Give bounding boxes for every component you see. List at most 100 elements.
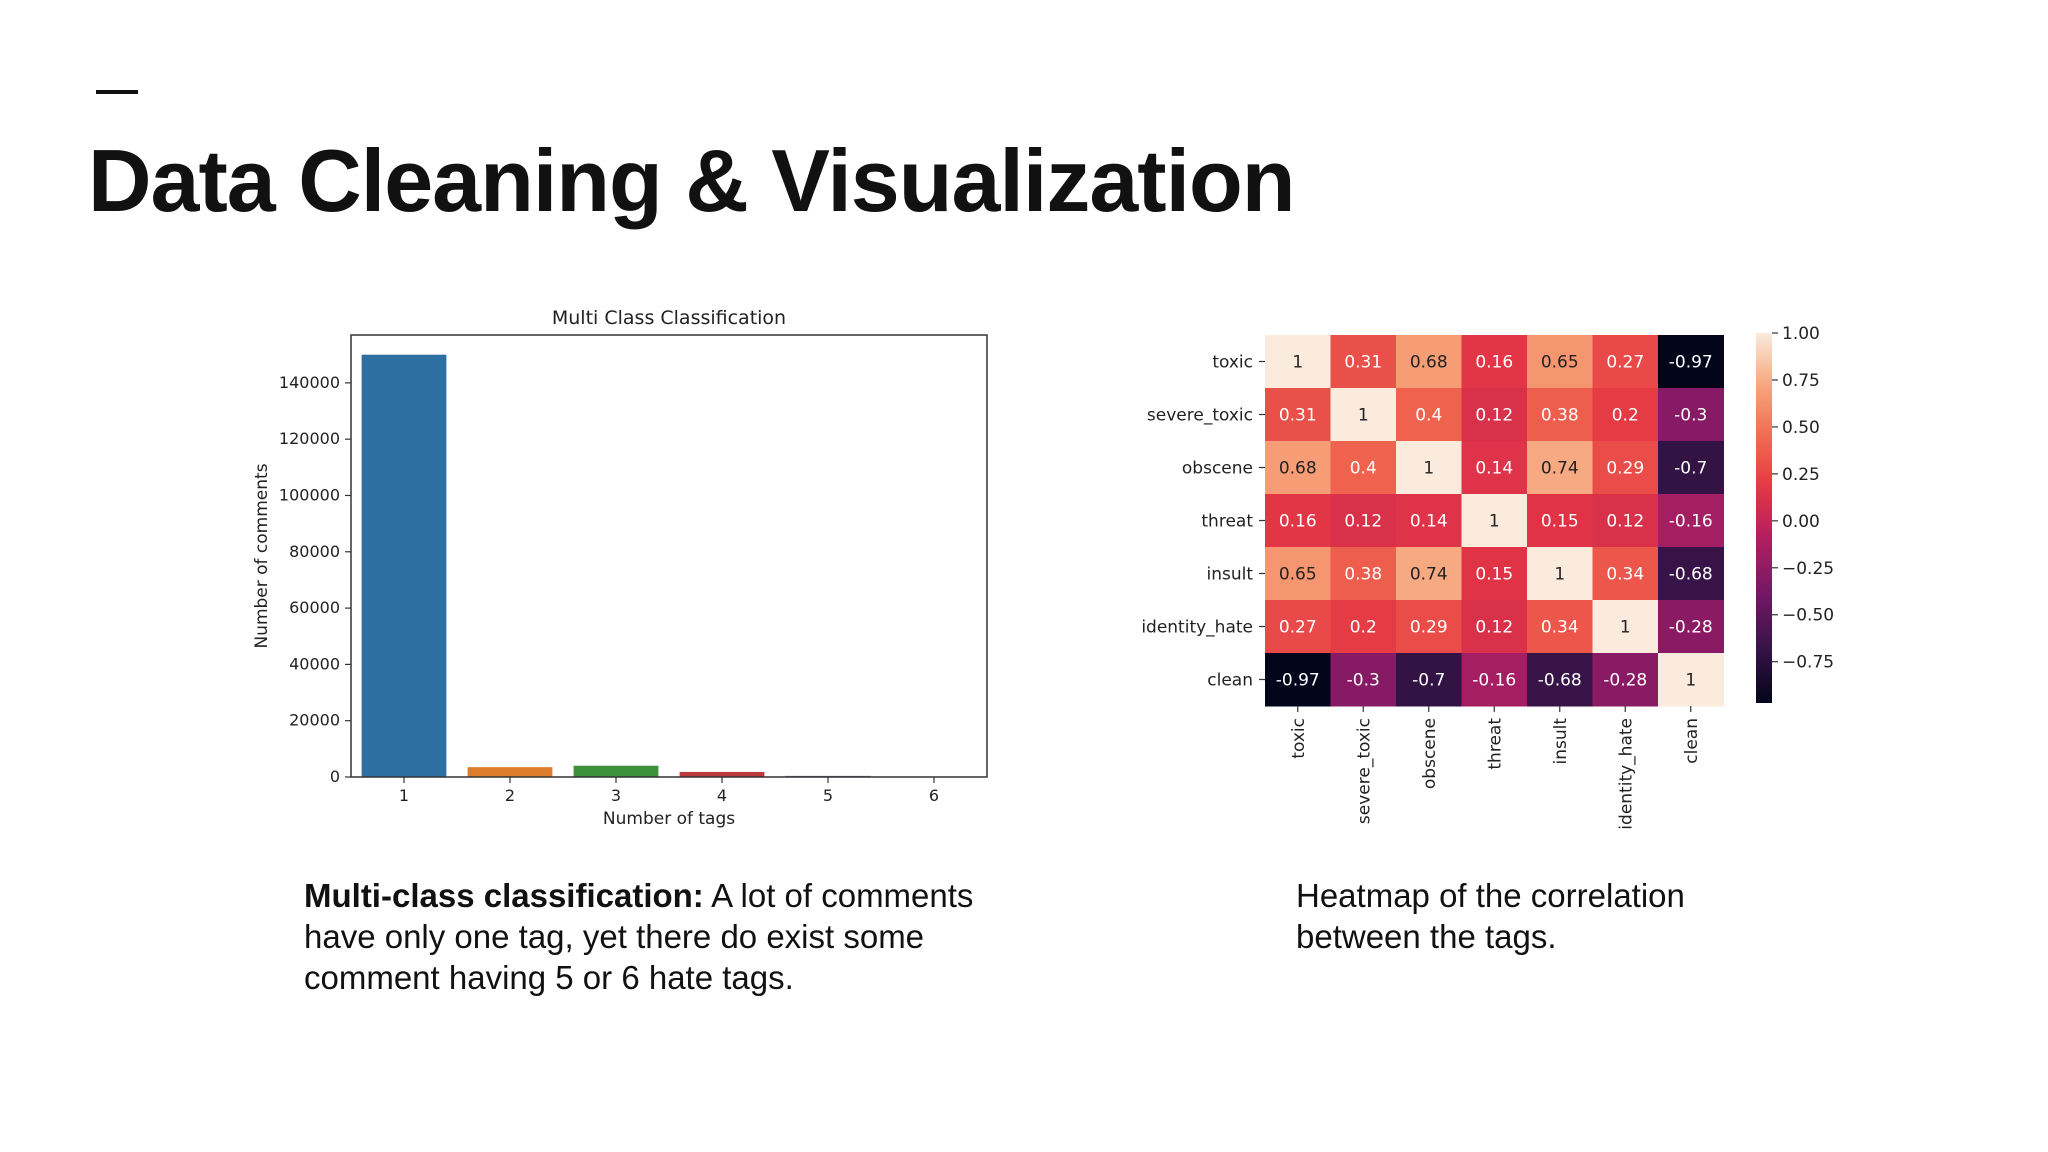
heatmap-cell [1265, 494, 1331, 548]
heatmap-cell [1592, 494, 1659, 548]
bar-3 [573, 765, 659, 777]
cell-value: 0.34 [1541, 618, 1579, 638]
cell-value: 0.31 [1344, 353, 1382, 373]
colorbar-tick-label: 1.00 [1782, 324, 1820, 344]
cell-value: 0.74 [1541, 459, 1579, 479]
heatmap-cell [1592, 441, 1659, 495]
cell-value: 0.27 [1279, 618, 1317, 638]
heatmap-cell [1396, 494, 1462, 548]
heatmap-cell [1461, 600, 1528, 654]
heatmap-cell [1658, 494, 1724, 548]
heatmap-cell [1265, 653, 1331, 707]
colorbar-tick-label: 0.75 [1782, 371, 1820, 391]
cell-value: 0.2 [1350, 618, 1377, 638]
colorbar-tick-label: 0.00 [1782, 512, 1820, 532]
caption-bold-lead: Multi-class classification: [304, 877, 704, 914]
cell-value: 1 [1489, 512, 1500, 532]
cell-value: 0.29 [1606, 459, 1644, 479]
heatmap-cell [1527, 388, 1593, 442]
col-label: insult [1551, 718, 1571, 765]
cell-value: 0.14 [1475, 459, 1513, 479]
heatmap-cell [1527, 335, 1593, 389]
heatmap-cell [1265, 600, 1331, 654]
y-tick-label: 40000 [289, 654, 340, 673]
bar-1 [361, 354, 447, 777]
heatmap-cell [1592, 335, 1659, 389]
cell-value: 0.68 [1410, 353, 1448, 373]
cell-value: 0.14 [1410, 512, 1448, 532]
heatmap-cell [1658, 441, 1724, 495]
cell-value: -0.7 [1412, 671, 1445, 691]
heatmap-cell [1658, 335, 1724, 389]
heatmap-cell [1592, 653, 1659, 707]
cell-value: 1 [1292, 353, 1303, 373]
y-tick-label: 140000 [279, 373, 340, 392]
heatmap-cell [1592, 388, 1659, 442]
heatmap-cell [1396, 441, 1462, 495]
row-label: clean [1207, 671, 1253, 691]
bar-4 [679, 771, 765, 777]
cell-value: 0.12 [1475, 618, 1513, 638]
colorbar-tick-label: −0.75 [1782, 653, 1834, 673]
y-tick-label: 60000 [289, 598, 340, 617]
y-tick-label: 20000 [289, 711, 340, 730]
heatmap-cell [1658, 388, 1724, 442]
cell-value: 0.12 [1606, 512, 1644, 532]
cell-value: 0.29 [1410, 618, 1448, 638]
heatmap-cell [1461, 441, 1528, 495]
cell-value: -0.3 [1674, 406, 1707, 426]
cell-value: -0.68 [1538, 671, 1582, 691]
heatmap-cell [1658, 547, 1724, 601]
caption-text: A lot of comments have only one tag, yet… [304, 877, 974, 996]
colorbar-tick-label: 0.50 [1782, 418, 1820, 438]
heatmap-cell [1461, 388, 1528, 442]
cell-value: 0.34 [1606, 565, 1644, 585]
col-label: clean [1682, 718, 1702, 764]
cell-value: 0.12 [1344, 512, 1382, 532]
y-tick-label: 100000 [279, 485, 340, 504]
bar-2 [467, 767, 553, 777]
heatmap-cell [1330, 494, 1397, 548]
correlation-heatmap: 1 0.31 0.68 0.16 0.65 0.27 -0.97 0.31 1 0.4 0.12 0.… [1141, 324, 1834, 830]
cell-value: 0.15 [1475, 565, 1513, 585]
heatmap-cell [1396, 653, 1462, 707]
col-label: obscene [1420, 718, 1440, 789]
heatmap-cell [1461, 494, 1528, 548]
heatmap-cell [1461, 547, 1528, 601]
row-label: insult [1206, 565, 1253, 585]
col-label: identity_hate [1616, 718, 1636, 830]
cell-value: -0.68 [1669, 565, 1713, 585]
heatmap-cell [1527, 547, 1593, 601]
cell-value: 0.16 [1475, 353, 1513, 373]
x-tick-label: 5 [823, 786, 833, 805]
row-label: toxic [1212, 353, 1253, 373]
heatmap-cell [1330, 335, 1397, 389]
cell-value: 1 [1554, 565, 1565, 585]
col-label: threat [1485, 718, 1505, 770]
cell-value: 0.38 [1344, 565, 1382, 585]
cell-value: -0.97 [1276, 671, 1320, 691]
cell-value: 0.16 [1279, 512, 1317, 532]
colorbar [1756, 333, 1772, 703]
cell-value: -0.16 [1472, 671, 1516, 691]
cell-value: 1 [1620, 618, 1631, 638]
heatmap-cell [1330, 388, 1397, 442]
cell-value: 0.65 [1279, 565, 1317, 585]
x-axis-label: Number of tags [603, 809, 735, 829]
heatmap-cell [1265, 335, 1331, 389]
heatmap-cell [1396, 335, 1462, 389]
colorbar-tick-label: 0.25 [1782, 465, 1820, 485]
heatmap-cell [1330, 600, 1397, 654]
chart-title: Multi Class Classification [552, 307, 786, 329]
cell-value: 0.31 [1279, 406, 1317, 426]
cell-value: 0.74 [1410, 565, 1448, 585]
heatmap-cell [1658, 653, 1724, 707]
colorbar-tick-label: −0.50 [1782, 606, 1834, 626]
heatmap-cell [1461, 653, 1528, 707]
y-tick-label: 0 [330, 767, 340, 786]
y-axis-label: Number of comments [252, 463, 272, 648]
heatmap-cell [1330, 547, 1397, 601]
y-tick-label: 120000 [279, 429, 340, 448]
x-tick-label: 3 [611, 786, 621, 805]
page-title: Data Cleaning & Visualization [88, 131, 1296, 230]
